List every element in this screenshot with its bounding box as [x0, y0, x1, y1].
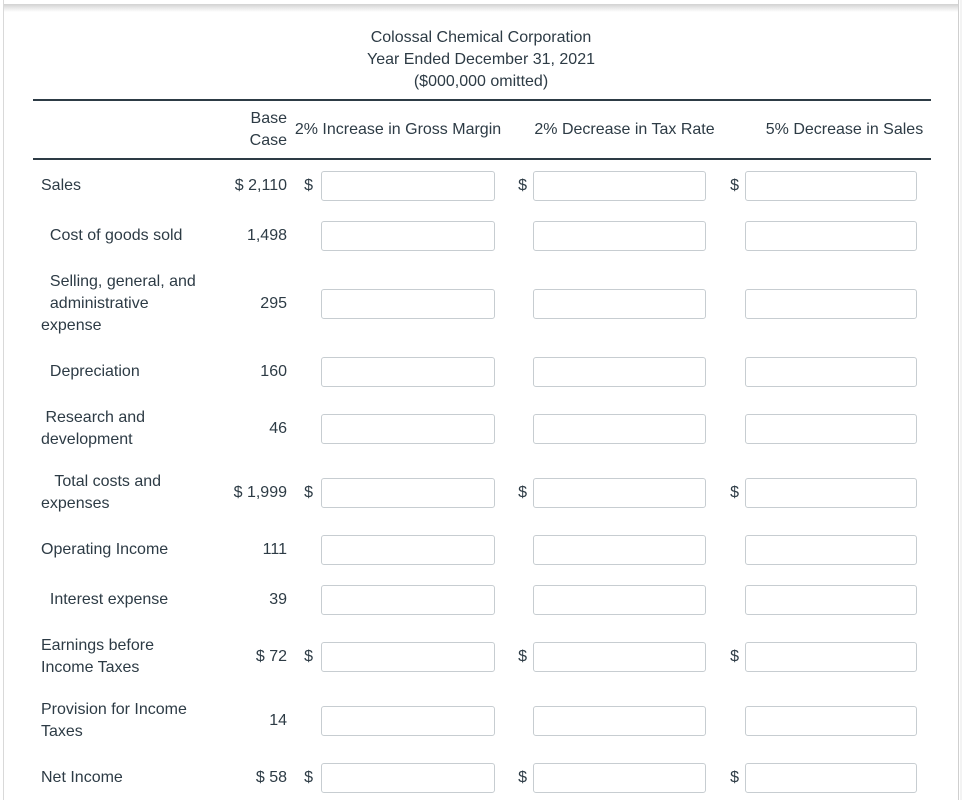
gross-margin-input[interactable] [321, 221, 495, 251]
gross-margin-input[interactable] [321, 478, 495, 508]
table-header-row: Base Case 2% Increase in Gross Margin 2%… [33, 101, 931, 158]
base-case-value: 160 [260, 363, 287, 380]
table-row: Net Income $ 58 $ $ $ [33, 763, 931, 793]
gross-margin-input[interactable] [321, 763, 495, 793]
base-case-value: 111 [262, 541, 287, 558]
dollar-sign: $ [304, 648, 313, 665]
tax-rate-input[interactable] [533, 478, 706, 508]
base-case-value: $ 58 [255, 769, 287, 786]
tax-rate-input[interactable] [533, 642, 706, 672]
table-row: Research and development 46 [33, 407, 931, 451]
title-company: Colossal Chemical Corporation [370, 29, 592, 46]
table-row: Selling, general, and administrative exp… [33, 271, 931, 337]
sales-decrease-input[interactable] [745, 357, 917, 387]
gross-margin-input[interactable] [321, 357, 495, 387]
dollar-sign: $ [304, 177, 313, 194]
base-case-value: $ 2,110 [234, 177, 287, 194]
gross-margin-input[interactable] [321, 171, 495, 201]
dollar-sign: $ [730, 177, 739, 194]
table-row: Earnings before Income Taxes $ 72 $ $ $ [33, 635, 931, 679]
base-case-value: $ 1,999 [233, 484, 287, 501]
column-header-gross-margin: 2% Increase in Gross Margin [294, 120, 502, 138]
dollar-sign: $ [518, 648, 527, 665]
column-header-tax-rate: 2% Decrease in Tax Rate [534, 120, 715, 138]
row-label: Earnings before Income Taxes [41, 637, 154, 676]
base-case-value: 14 [269, 712, 287, 729]
tax-rate-input[interactable] [533, 171, 706, 201]
dollar-sign: $ [518, 769, 527, 786]
dollar-sign: $ [730, 769, 739, 786]
top-scroll-shadow [4, 4, 958, 12]
sales-decrease-input[interactable] [745, 706, 917, 736]
sales-decrease-input[interactable] [745, 478, 917, 508]
title-units: ($000,000 omitted) [413, 73, 549, 90]
table-row: Total costs and expenses $ 1,999 $ $ $ [33, 471, 931, 515]
table-rule-top [33, 99, 931, 101]
row-label: Selling, general, and administrative exp… [41, 273, 196, 334]
table-row: Sales $ 2,110 $ $ $ [33, 171, 931, 201]
sales-decrease-input[interactable] [745, 585, 917, 615]
tax-rate-input[interactable] [533, 706, 706, 736]
tax-rate-input[interactable] [533, 221, 706, 251]
tax-rate-input[interactable] [533, 763, 706, 793]
row-label: Depreciation [41, 363, 140, 380]
tax-rate-input[interactable] [533, 535, 706, 565]
base-case-value: 1,498 [246, 227, 287, 244]
tax-rate-input[interactable] [533, 414, 706, 444]
base-case-value: $ 72 [255, 648, 287, 665]
table-row: Provision for Income Taxes 14 [33, 699, 931, 743]
sales-decrease-input[interactable] [745, 414, 917, 444]
row-label: Net Income [41, 769, 123, 786]
table-row: Depreciation 160 [33, 357, 931, 387]
gross-margin-input[interactable] [321, 414, 495, 444]
base-case-value: 295 [260, 295, 287, 312]
column-header-base-case: Base Case [249, 109, 287, 149]
worksheet-title: Colossal Chemical Corporation Year Ended… [4, 27, 958, 93]
tax-rate-input[interactable] [533, 289, 706, 319]
dollar-sign: $ [730, 648, 739, 665]
dollar-sign: $ [730, 484, 739, 501]
worksheet-table: Base Case 2% Increase in Gross Margin 2%… [33, 99, 931, 793]
tax-rate-input[interactable] [533, 357, 706, 387]
column-header-gross-margin-cell: 2% Increase in Gross Margin [287, 119, 501, 141]
table-rule-header-bottom [33, 158, 931, 160]
row-label: Operating Income [41, 541, 169, 558]
row-label: Interest expense [41, 591, 169, 608]
gross-margin-input[interactable] [321, 642, 495, 672]
gross-margin-input[interactable] [321, 535, 495, 565]
sales-decrease-input[interactable] [745, 289, 917, 319]
base-case-value: 46 [269, 420, 287, 437]
row-label: Research and development [41, 409, 146, 448]
row-label: Total costs and expenses [41, 473, 162, 512]
row-label: Provision for Income Taxes [41, 701, 187, 740]
row-label: Cost of goods sold [41, 227, 183, 244]
gross-margin-input[interactable] [321, 706, 495, 736]
dollar-sign: $ [304, 769, 313, 786]
right-edge-strip [960, 0, 962, 800]
sales-decrease-input[interactable] [745, 221, 917, 251]
worksheet-panel: Colossal Chemical Corporation Year Ended… [3, 0, 959, 800]
column-header-sales-decrease-cell: 5% Decrease in Sales [706, 119, 923, 141]
base-case-value: 39 [269, 591, 287, 608]
title-period: Year Ended December 31, 2021 [366, 51, 595, 68]
table-row: Cost of goods sold 1,498 [33, 221, 931, 251]
dollar-sign: $ [304, 484, 313, 501]
dollar-sign: $ [518, 177, 527, 194]
sales-decrease-input[interactable] [745, 171, 917, 201]
sales-decrease-input[interactable] [745, 535, 917, 565]
column-header-tax-rate-cell: 2% Decrease in Tax Rate [495, 119, 714, 141]
table-row: Interest expense 39 [33, 585, 931, 615]
table-row: Operating Income 111 [33, 535, 931, 565]
gross-margin-input[interactable] [321, 289, 495, 319]
row-label: Sales [41, 177, 82, 194]
sales-decrease-input[interactable] [745, 763, 917, 793]
sales-decrease-input[interactable] [745, 642, 917, 672]
column-header-sales-decrease: 5% Decrease in Sales [765, 120, 924, 138]
dollar-sign: $ [518, 484, 527, 501]
tax-rate-input[interactable] [533, 585, 706, 615]
table-body: Sales $ 2,110 $ $ $ Cost of goods sold 1… [33, 160, 931, 793]
gross-margin-input[interactable] [321, 585, 495, 615]
